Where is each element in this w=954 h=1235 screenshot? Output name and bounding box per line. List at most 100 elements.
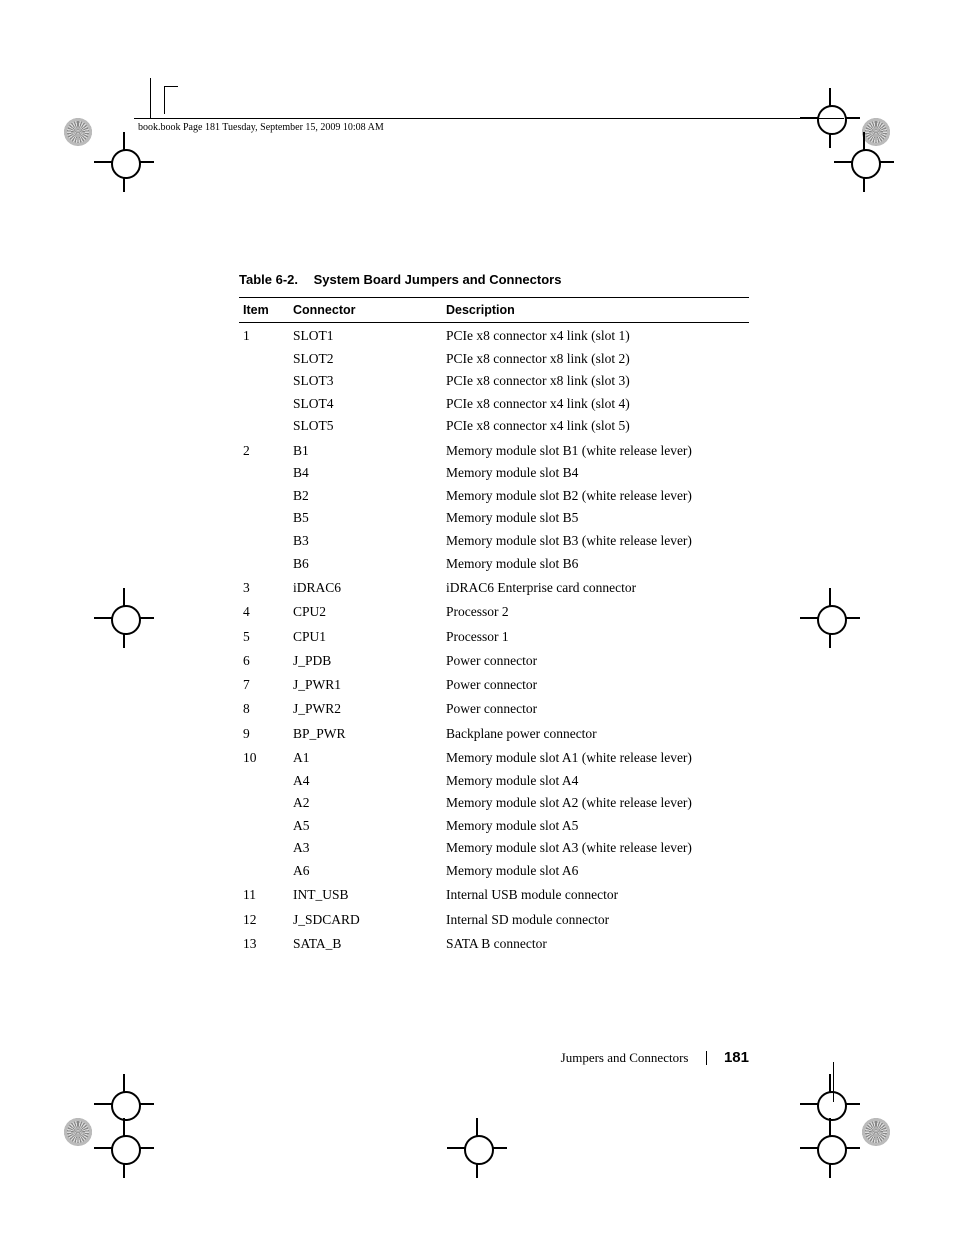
registration-mark-icon [447,1118,507,1178]
cell-connector: SLOT5 [289,415,442,438]
cell-description: Memory module slot B2 (white release lev… [442,485,749,508]
cell-description: PCIe x8 connector x4 link (slot 5) [442,415,749,438]
table-caption-number: Table 6-2. [239,272,298,287]
table-row: 13SATA_BSATA B connector [239,931,749,955]
cell-description: SATA B connector [442,931,749,955]
cell-description: Power connector [442,696,749,720]
cell-item [239,552,289,575]
cell-item: 10 [239,745,289,769]
cell-connector: CPU2 [289,599,442,623]
cell-connector: B5 [289,507,442,530]
table-row: A4Memory module slot A4 [239,769,749,792]
rosette-icon [64,1118,92,1146]
cell-item: 5 [239,624,289,648]
cell-connector: B3 [289,530,442,553]
cell-item [239,392,289,415]
cell-description: Memory module slot A5 [442,815,749,838]
page-number: 181 [724,1049,749,1066]
cell-item: 6 [239,648,289,672]
page-root: book.book Page 181 Tuesday, September 15… [0,0,954,1235]
cell-connector: SLOT1 [289,323,442,348]
table-caption-title: System Board Jumpers and Connectors [314,272,562,287]
registration-mark-icon [94,1118,154,1178]
table-row: SLOT2PCIe x8 connector x8 link (slot 2) [239,347,749,370]
cell-connector: J_PWR1 [289,672,442,696]
table-row: SLOT5PCIe x8 connector x4 link (slot 5) [239,415,749,438]
cell-item [239,507,289,530]
cell-description: PCIe x8 connector x8 link (slot 2) [442,347,749,370]
cell-connector: A6 [289,860,442,883]
cell-description: PCIe x8 connector x4 link (slot 1) [442,323,749,348]
cell-item [239,769,289,792]
crop-line [833,1062,834,1102]
cell-description: Internal USB module connector [442,882,749,906]
table-row: B2Memory module slot B2 (white release l… [239,485,749,508]
cell-description: PCIe x8 connector x8 link (slot 3) [442,370,749,393]
page-footer: Jumpers and Connectors 181 [561,1049,749,1066]
crop-line [150,78,151,118]
cell-connector: iDRAC6 [289,575,442,599]
table-row: A2Memory module slot A2 (white release l… [239,792,749,815]
cell-connector: A1 [289,745,442,769]
cell-connector: J_PWR2 [289,696,442,720]
footer-section: Jumpers and Connectors [561,1050,689,1065]
registration-mark-icon [800,588,860,648]
table-row: B4Memory module slot B4 [239,462,749,485]
table-row: 11INT_USBInternal USB module connector [239,882,749,906]
cell-connector: INT_USB [289,882,442,906]
cell-description: Memory module slot B4 [442,462,749,485]
table-row: 1SLOT1PCIe x8 connector x4 link (slot 1) [239,323,749,348]
cell-description: Backplane power connector [442,721,749,745]
cell-description: Power connector [442,672,749,696]
cell-connector: A2 [289,792,442,815]
cell-connector: B1 [289,438,442,462]
cell-connector: B2 [289,485,442,508]
cell-connector: J_PDB [289,648,442,672]
crop-line [164,86,165,114]
cell-description: Processor 2 [442,599,749,623]
table-row: A6Memory module slot A6 [239,860,749,883]
table-body: 1SLOT1PCIe x8 connector x4 link (slot 1)… [239,323,749,956]
table-row: B3Memory module slot B3 (white release l… [239,530,749,553]
cell-description: Memory module slot B3 (white release lev… [442,530,749,553]
cell-item: 7 [239,672,289,696]
cell-description: Memory module slot A6 [442,860,749,883]
cell-description: Memory module slot A2 (white release lev… [442,792,749,815]
col-header-connector: Connector [289,298,442,323]
cell-description: PCIe x8 connector x4 link (slot 4) [442,392,749,415]
rosette-icon [862,1118,890,1146]
table-row: SLOT3PCIe x8 connector x8 link (slot 3) [239,370,749,393]
registration-mark-icon [94,588,154,648]
cell-item: 3 [239,575,289,599]
content-area: Table 6-2. System Board Jumpers and Conn… [239,272,749,955]
cell-item [239,837,289,860]
table-row: 10A1Memory module slot A1 (white release… [239,745,749,769]
table-row: 9BP_PWRBackplane power connector [239,721,749,745]
cell-description: Memory module slot B6 [442,552,749,575]
cell-description: Internal SD module connector [442,907,749,931]
crop-line [164,86,178,87]
cell-connector: J_SDCARD [289,907,442,931]
registration-mark-icon [94,132,154,192]
cell-connector: SLOT3 [289,370,442,393]
cell-item: 4 [239,599,289,623]
cell-item [239,860,289,883]
cell-item: 8 [239,696,289,720]
cell-item [239,415,289,438]
cell-item [239,485,289,508]
table-row: 7J_PWR1Power connector [239,672,749,696]
cell-item [239,462,289,485]
cell-description: Memory module slot A4 [442,769,749,792]
table-row: SLOT4PCIe x8 connector x4 link (slot 4) [239,392,749,415]
cell-item [239,347,289,370]
table-row: B6Memory module slot B6 [239,552,749,575]
cell-description: Memory module slot B1 (white release lev… [442,438,749,462]
cell-connector: BP_PWR [289,721,442,745]
header-rule [134,118,844,119]
cell-connector: SATA_B [289,931,442,955]
cell-item: 1 [239,323,289,348]
cell-description: iDRAC6 Enterprise card connector [442,575,749,599]
cell-description: Power connector [442,648,749,672]
registration-mark-icon [800,1118,860,1178]
table-row: 5CPU1Processor 1 [239,624,749,648]
